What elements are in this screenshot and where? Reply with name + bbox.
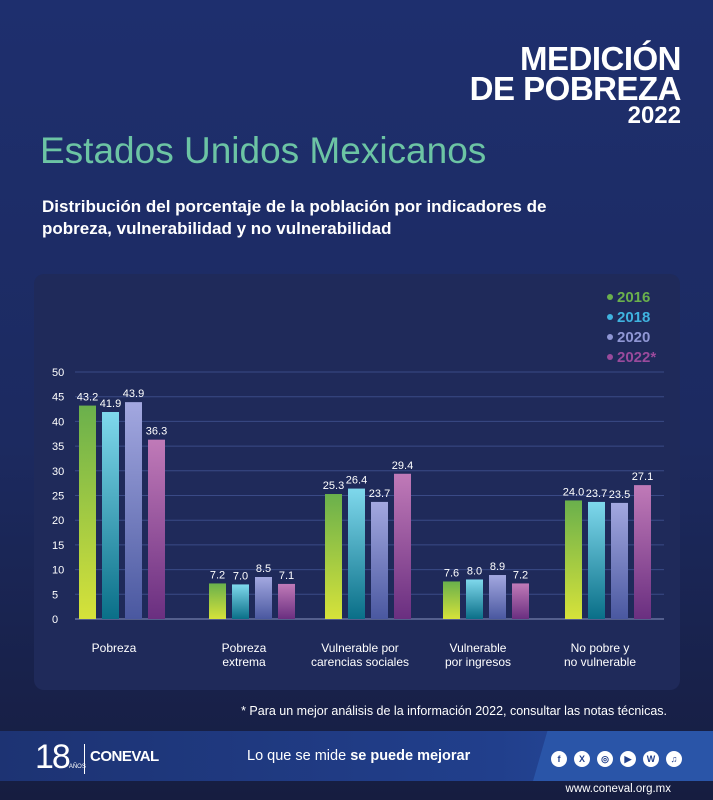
x-tick-label: Vulnerable por <box>321 641 399 655</box>
x-tick-label: Pobreza <box>92 641 137 655</box>
data-label: 8.0 <box>467 565 482 577</box>
coneval-logo: CONEVAL <box>90 748 159 765</box>
brand-line2: DE POBREZA <box>469 70 682 107</box>
y-tick-label: 20 <box>52 515 64 527</box>
bar-2022-4 <box>634 485 651 619</box>
x-tick-label: por ingresos <box>445 655 511 669</box>
instagram-icon[interactable]: ◎ <box>597 751 613 767</box>
bar-2022-3 <box>512 583 529 619</box>
data-label: 7.0 <box>233 570 248 582</box>
y-tick-label: 30 <box>52 466 64 478</box>
chart-subtitle: Distribución del porcentaje de la poblac… <box>42 197 547 238</box>
bar-2018-4 <box>588 501 605 619</box>
slogan: Lo que se mide se puede mejorar <box>247 748 471 764</box>
data-label: 23.7 <box>586 488 607 500</box>
y-tick-label: 50 <box>52 367 64 379</box>
data-label: 25.3 <box>323 480 344 492</box>
data-label: 27.1 <box>632 471 653 483</box>
data-label: 7.2 <box>210 569 225 581</box>
bar-2020-0 <box>125 402 142 619</box>
x-tick-label: no vulnerable <box>564 655 636 669</box>
y-tick-label: 10 <box>52 565 64 577</box>
bar-2018-0 <box>102 412 119 619</box>
legend-label: 2016 <box>617 289 650 306</box>
bar-2018-1 <box>232 584 249 619</box>
x-tick-label: carencias sociales <box>311 655 409 669</box>
data-label: 24.0 <box>563 486 584 498</box>
bar-2020-4 <box>611 502 628 619</box>
data-label: 43.9 <box>123 388 144 400</box>
footer-bar <box>0 731 713 781</box>
brand-line1: MEDICIÓN <box>520 40 682 77</box>
y-tick-label: 40 <box>52 416 64 428</box>
legend-label: 2020 <box>617 329 650 346</box>
y-tick-label: 15 <box>52 540 64 552</box>
legend-dot <box>607 354 613 360</box>
brand-year: 2022 <box>627 102 681 129</box>
data-label: 36.3 <box>146 426 167 438</box>
bar-2020-1 <box>255 577 272 619</box>
facebook-icon[interactable]: f <box>551 751 567 767</box>
website-link[interactable]: www.coneval.org.mx <box>565 783 671 795</box>
data-label: 8.5 <box>256 563 271 575</box>
y-tick-label: 5 <box>52 589 58 601</box>
legend-dot <box>607 334 613 340</box>
legend-dot <box>607 294 613 300</box>
data-label: 23.7 <box>369 488 390 500</box>
legend-dot <box>607 314 613 320</box>
bar-2022-1 <box>278 583 295 619</box>
x-tick-label: No pobre y <box>571 641 630 655</box>
bar-2018-3 <box>466 579 483 619</box>
x-tick-label: Vulnerable <box>450 641 507 655</box>
bar-2020-2 <box>371 501 388 619</box>
bar-2016-2 <box>325 494 342 619</box>
podcast-icon[interactable]: ♫ <box>666 751 682 767</box>
social-links: f X ◎ ▶ W ♫ <box>551 751 682 767</box>
data-label: 7.1 <box>279 570 294 582</box>
data-label: 43.2 <box>77 392 98 404</box>
legend-label: 2018 <box>617 309 650 326</box>
data-label: 7.2 <box>513 569 528 581</box>
page-title: Estados Unidos Mexicanos <box>40 130 487 171</box>
bar-2018-2 <box>348 488 365 619</box>
bar-2022-2 <box>394 473 411 619</box>
divider <box>84 744 85 774</box>
bar-2016-3 <box>443 581 460 619</box>
data-label: 26.4 <box>346 475 367 487</box>
wordpress-icon[interactable]: W <box>643 751 659 767</box>
data-label: 29.4 <box>392 460 413 472</box>
x-tick-label: Pobreza <box>222 641 267 655</box>
x-icon[interactable]: X <box>574 751 590 767</box>
bar-2020-3 <box>489 575 506 619</box>
youtube-icon[interactable]: ▶ <box>620 751 636 767</box>
bar-2022-0 <box>148 439 165 619</box>
legend-label: 2022* <box>617 349 656 366</box>
anniversary-logo: 18AÑOS <box>35 738 86 776</box>
y-tick-label: 35 <box>52 441 64 453</box>
footnote: * Para un mejor análisis de la informaci… <box>241 704 667 718</box>
y-tick-label: 25 <box>52 491 64 503</box>
brand-logo: MEDICIÓN DE POBREZA 2022 <box>469 40 682 129</box>
data-label: 8.9 <box>490 561 505 573</box>
data-label: 23.5 <box>609 489 630 501</box>
bar-2016-1 <box>209 583 226 619</box>
x-tick-label: extrema <box>222 655 266 669</box>
bar-2016-4 <box>565 500 582 619</box>
bar-2016-0 <box>79 405 96 619</box>
y-tick-label: 0 <box>52 614 58 626</box>
data-label: 41.9 <box>100 398 121 410</box>
data-label: 7.6 <box>444 567 459 579</box>
y-tick-label: 45 <box>52 392 64 404</box>
